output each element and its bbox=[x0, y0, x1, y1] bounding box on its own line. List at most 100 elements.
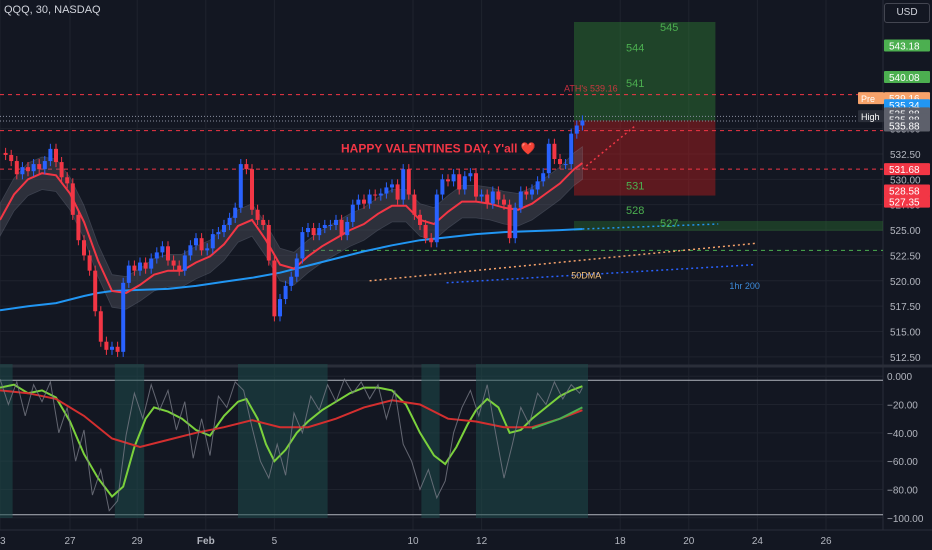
position-box[interactable] bbox=[574, 22, 883, 231]
candle-body bbox=[171, 260, 176, 266]
price-tag bbox=[884, 184, 930, 197]
projection-line bbox=[446, 263, 757, 284]
candle-body bbox=[362, 199, 366, 204]
candle-body bbox=[373, 194, 378, 196]
candle-body bbox=[334, 219, 338, 225]
ema-fast-line bbox=[0, 162, 583, 295]
level-545: 545 bbox=[660, 22, 678, 34]
candle-body bbox=[110, 346, 114, 350]
candle-body bbox=[154, 252, 159, 259]
level-541: 541 bbox=[626, 78, 644, 90]
candle-body bbox=[440, 179, 445, 195]
candle-body bbox=[26, 167, 30, 172]
price-tag bbox=[884, 163, 930, 176]
candle-body bbox=[261, 219, 266, 225]
candle-body bbox=[143, 262, 148, 269]
time-tick-label: 26 bbox=[820, 536, 832, 547]
candle-body bbox=[54, 148, 58, 163]
time-tick-label: 10 bbox=[407, 536, 419, 547]
indicator-series bbox=[0, 377, 583, 512]
ath-label: ATH's 539.16 bbox=[564, 84, 618, 94]
price-tick-label: 517.50 bbox=[890, 302, 921, 313]
candle-body bbox=[490, 191, 495, 204]
candle-body bbox=[558, 159, 562, 165]
price-tag-name bbox=[858, 110, 884, 123]
candle-body bbox=[367, 194, 372, 204]
candle-body bbox=[468, 173, 473, 177]
time-tick-label: 20 bbox=[683, 536, 695, 547]
chart-labels: 545 544 541 531 528 527 ATH's 539.16 HAPPY VALE… bbox=[341, 22, 760, 291]
candle-body bbox=[126, 265, 131, 283]
candle-body bbox=[294, 258, 299, 277]
candle-body bbox=[451, 174, 456, 182]
candle-body bbox=[535, 181, 540, 190]
candle-body bbox=[306, 228, 310, 233]
support-zone bbox=[574, 220, 883, 231]
time-tick-label: 24 bbox=[752, 536, 764, 547]
candle-body bbox=[429, 238, 434, 243]
candle-body bbox=[513, 207, 518, 239]
candle-body bbox=[580, 120, 585, 126]
target-zone bbox=[574, 22, 716, 121]
candle-body bbox=[328, 224, 333, 226]
ind-tick-label: −60.00 bbox=[887, 457, 918, 468]
candle-body bbox=[457, 174, 462, 190]
candle-body bbox=[227, 217, 232, 225]
valentines-annotation: HAPPY VALENTINES DAY, Y'all ❤️ bbox=[341, 142, 536, 156]
level-544: 544 bbox=[626, 42, 644, 54]
price-tag-label: 531.68 bbox=[889, 165, 920, 176]
candle-body bbox=[87, 255, 92, 271]
time-tick-label: 29 bbox=[132, 536, 144, 547]
time-tick-label: 12 bbox=[476, 536, 488, 547]
candle-body bbox=[496, 191, 501, 200]
candle-body bbox=[423, 224, 428, 239]
time-tick-label: Feb bbox=[197, 536, 215, 547]
candle-body bbox=[132, 265, 137, 271]
ind-tick-label: −100.00 bbox=[887, 514, 924, 525]
price-tag-label: 527.35 bbox=[889, 198, 920, 209]
currency-button[interactable]: USD bbox=[884, 3, 930, 23]
price-tick-label: 530.00 bbox=[890, 175, 921, 186]
price-tag-label: 535.34 bbox=[889, 101, 920, 112]
ma-label: 50DMA bbox=[571, 271, 601, 281]
price-tag bbox=[884, 39, 930, 52]
time-axis[interactable]: 23 27 29 Feb 5 10 12 18 20 24 26 bbox=[0, 529, 932, 547]
candle-body bbox=[317, 228, 322, 236]
level-528: 528 bbox=[626, 205, 644, 217]
price-tag-name-label: Pre bbox=[861, 94, 875, 104]
candle-body bbox=[205, 248, 210, 251]
candle-body bbox=[502, 199, 506, 205]
candle-body bbox=[149, 258, 154, 269]
price-series bbox=[0, 115, 585, 357]
candle-body bbox=[384, 187, 389, 194]
time-tick-label: 27 bbox=[64, 536, 76, 547]
candle-body bbox=[233, 207, 238, 218]
candle-body bbox=[82, 240, 86, 256]
level-527: 527 bbox=[660, 218, 678, 230]
candle-body bbox=[194, 238, 198, 246]
indicator-zones bbox=[0, 364, 588, 518]
candle-body bbox=[446, 179, 450, 182]
price-tag-label: 535.88 bbox=[889, 122, 920, 133]
candle-body bbox=[59, 162, 64, 178]
chart-title: QQQ, 30, NASDAQ bbox=[4, 4, 101, 16]
candle-body bbox=[507, 204, 512, 239]
candle-body bbox=[278, 299, 282, 317]
candle-body bbox=[524, 191, 529, 195]
candle-body bbox=[42, 161, 47, 170]
indicator-zone bbox=[476, 364, 588, 518]
candle-body bbox=[266, 224, 271, 261]
candle-body bbox=[479, 194, 484, 197]
price-tick-label: 515.00 bbox=[890, 328, 921, 339]
candle-body bbox=[345, 221, 350, 236]
candle-body bbox=[378, 193, 383, 196]
price-axis[interactable]: 512.50 515.00 517.50 520.00 522.50 525.00 527.… bbox=[858, 39, 930, 525]
candle-body bbox=[406, 169, 411, 195]
candle-body bbox=[356, 199, 361, 205]
candle-body bbox=[166, 246, 170, 261]
candle-body bbox=[93, 270, 98, 312]
candle-body bbox=[177, 265, 182, 271]
candle-body bbox=[401, 169, 406, 200]
candle-body bbox=[250, 169, 254, 210]
